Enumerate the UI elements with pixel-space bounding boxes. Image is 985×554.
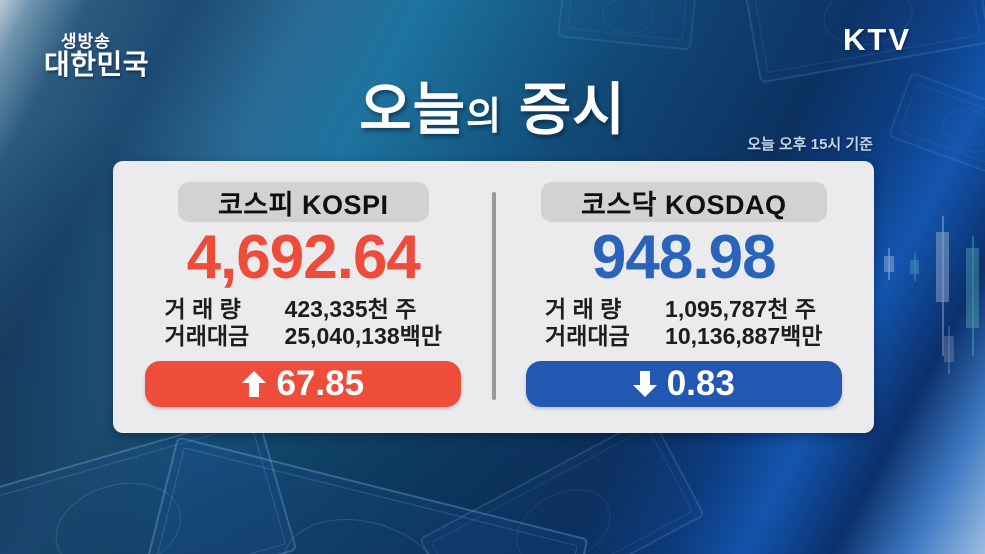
stat-label: 거래대금 <box>545 322 630 349</box>
stat-row: 거 래 량 1,095,787천 주 <box>545 296 822 323</box>
candlestick-icon <box>884 248 894 280</box>
kospi-panel: 코스피 KOSPI 4,692.64 거 래 량 423,335천 주 거래대금… <box>113 161 494 433</box>
title-word: 증시 <box>502 78 626 142</box>
kosdaq-change-badge: 0.83 <box>525 360 842 407</box>
candlestick-icon <box>910 253 919 281</box>
stat-row: 거래대금 10,136,887백만 <box>545 323 822 350</box>
kosdaq-stats: 거 래 량 1,095,787천 주 거래대금 10,136,887백만 <box>545 296 822 350</box>
stat-value: 1,095,787천 주 <box>665 295 817 322</box>
kosdaq-panel: 코스닥 KOSDAQ 948.98 거 래 량 1,095,787천 주 거래대… <box>494 161 875 433</box>
kospi-index-value: 4,692.64 <box>186 223 421 292</box>
down-arrow-icon <box>632 370 657 397</box>
stat-value: 10,136,887백만 <box>665 322 823 349</box>
kospi-change-badge: 67.85 <box>145 360 462 407</box>
stat-row: 거래대금 25,040,138백만 <box>165 323 442 350</box>
candlestick-icon <box>944 326 954 374</box>
market-board: 코스피 KOSPI 4,692.64 거 래 량 423,335천 주 거래대금… <box>113 161 874 433</box>
program-logo: 생방송 대한민국 <box>44 33 149 79</box>
candlestick-icon <box>936 216 949 356</box>
title-word: 오늘 <box>359 78 467 142</box>
title-particle: 의 <box>466 96 503 138</box>
stat-label: 거 래 량 <box>164 295 241 322</box>
up-arrow-icon <box>242 370 267 397</box>
station-logo: KTV <box>843 22 911 57</box>
program-logo-line1: 생방송 <box>61 32 111 51</box>
page-title: 오늘의 증시 <box>0 79 985 142</box>
kospi-stats: 거 래 량 423,335천 주 거래대금 25,040,138백만 <box>165 296 442 350</box>
stat-label: 거래대금 <box>164 322 250 349</box>
panel-divider <box>491 192 496 400</box>
stat-label: 거 래 량 <box>545 295 622 322</box>
stat-value: 423,335천 주 <box>284 295 417 322</box>
kospi-change-value: 67.85 <box>276 363 365 403</box>
timestamp: 오늘 오후 15시 기준 <box>747 136 873 153</box>
stat-value: 25,040,138백만 <box>284 322 442 349</box>
candlestick-icon <box>966 236 979 356</box>
kosdaq-label-pill: 코스닥 KOSDAQ <box>540 182 827 222</box>
program-logo-line2: 대한민국 <box>44 49 150 80</box>
kospi-label-pill: 코스피 KOSPI <box>177 182 429 222</box>
kosdaq-change-value: 0.83 <box>666 363 735 403</box>
kosdaq-index-value: 948.98 <box>591 223 777 292</box>
stat-row: 거 래 량 423,335천 주 <box>165 296 442 323</box>
